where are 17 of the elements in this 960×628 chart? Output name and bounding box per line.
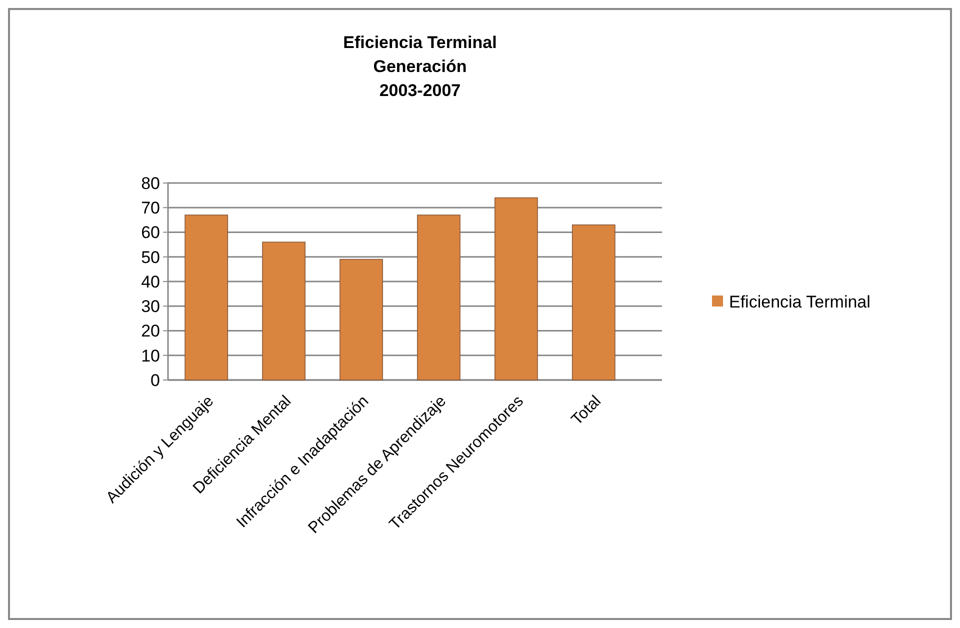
y-tick-label: 10 (141, 346, 160, 366)
chart-title: Eficiencia Terminal Generación 2003-2007 (343, 33, 497, 100)
y-tick-label: 0 (150, 370, 160, 390)
bar (262, 242, 306, 380)
y-tick-label: 20 (141, 322, 160, 341)
bar (340, 258, 383, 380)
y-tick-label: 30 (141, 297, 160, 316)
bar (184, 214, 228, 380)
y-tick-label: 60 (141, 223, 160, 242)
bar (572, 224, 616, 380)
y-tick-label: 40 (141, 272, 160, 292)
bar (417, 214, 460, 380)
y-tick-label: 50 (141, 248, 160, 267)
y-tick-label: 70 (141, 198, 160, 218)
bar (494, 197, 538, 380)
legend-label: Eficiencia Terminal (729, 292, 870, 312)
y-tick-label: 80 (141, 174, 160, 193)
